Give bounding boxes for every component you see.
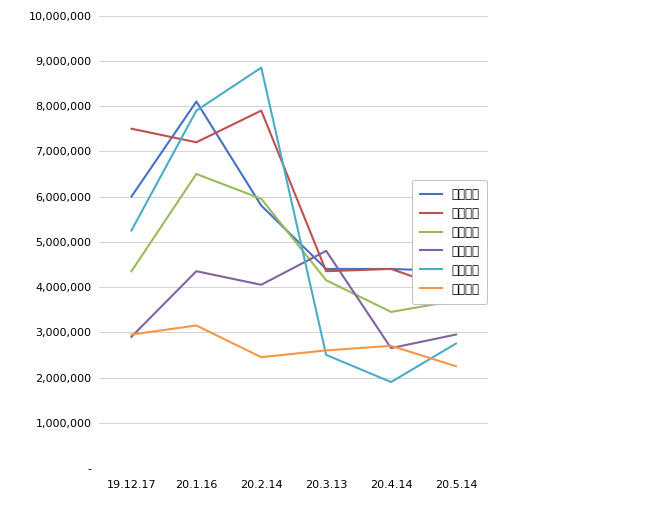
부산은행 [387, 266, 395, 272]
경남은행 [452, 297, 460, 304]
Legend: 광주은행, 부산은행, 경남은행, 제주은행, 대구은행, 전북은행: 광주은행, 부산은행, 경남은행, 제주은행, 대구은행, 전북은행 [412, 180, 487, 304]
제주은행 [257, 282, 265, 288]
Line: 대구은행: 대구은행 [131, 68, 456, 382]
전북은행 [192, 322, 200, 329]
광주은행 [387, 266, 395, 272]
경남은행 [127, 268, 135, 275]
제주은행 [127, 334, 135, 340]
대구은행 [192, 108, 200, 114]
Line: 제주은행: 제주은행 [131, 251, 456, 348]
Line: 경남은행: 경남은행 [131, 174, 456, 312]
전북은행 [127, 331, 135, 337]
대구은행 [452, 341, 460, 347]
경남은행 [257, 196, 265, 202]
대구은행 [257, 64, 265, 71]
광주은행 [257, 202, 265, 209]
부산은행 [257, 108, 265, 114]
제주은행 [322, 248, 330, 254]
Line: 전북은행: 전북은행 [131, 326, 456, 366]
Line: 광주은행: 광주은행 [131, 101, 456, 271]
부산은행 [452, 289, 460, 295]
광주은행 [127, 193, 135, 200]
경남은행 [192, 171, 200, 177]
광주은행 [452, 268, 460, 275]
Line: 부산은행: 부산은행 [131, 111, 456, 292]
광주은행 [322, 266, 330, 272]
부산은행 [127, 126, 135, 132]
전북은행 [387, 343, 395, 349]
부산은행 [192, 139, 200, 146]
제주은행 [387, 345, 395, 351]
대구은행 [387, 379, 395, 385]
광주은행 [192, 98, 200, 105]
제주은행 [192, 268, 200, 275]
전북은행 [452, 363, 460, 369]
전북은행 [257, 354, 265, 360]
대구은행 [322, 352, 330, 358]
대구은행 [127, 227, 135, 233]
경남은행 [387, 309, 395, 315]
제주은행 [452, 331, 460, 337]
부산은행 [322, 268, 330, 275]
경남은행 [322, 277, 330, 283]
전북은행 [322, 347, 330, 354]
